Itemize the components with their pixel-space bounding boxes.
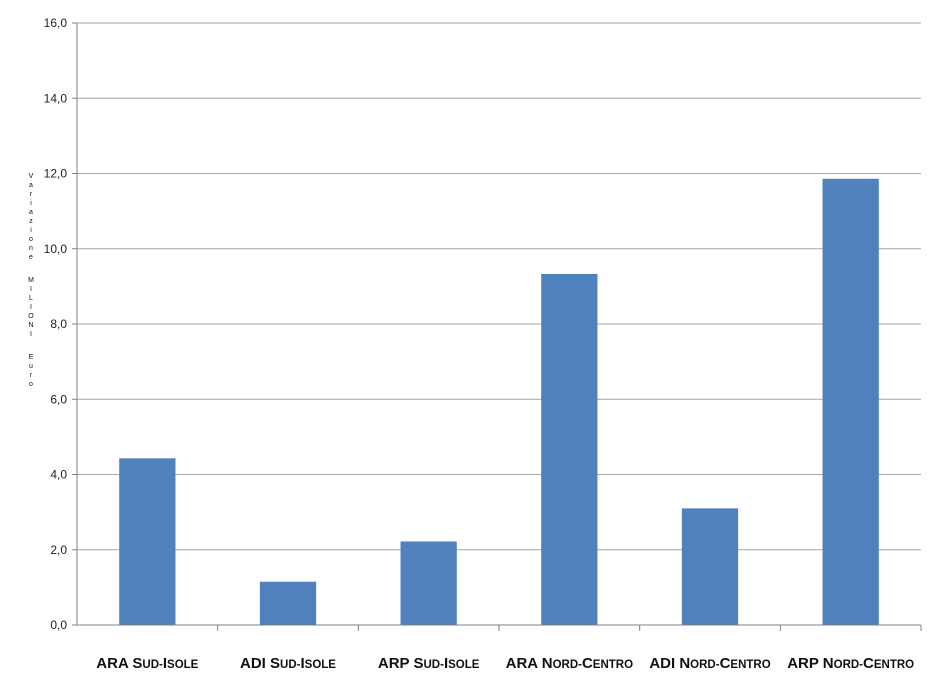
y-tick-labels: 0,0 2,0 4,0 6,0 8,0 10,0 12,0 14,0 16,0 (44, 16, 68, 632)
y-tick-label: 16,0 (44, 16, 68, 30)
bar (541, 273, 598, 625)
bar (400, 541, 457, 625)
y-tick-label: 14,0 (44, 91, 68, 105)
y-tick-label: 12,0 (44, 167, 68, 181)
y-axis-label-char: I (30, 331, 32, 338)
y-axis-label-char: r (30, 191, 33, 198)
bars (119, 178, 879, 625)
y-axis-label-char: i (30, 227, 32, 234)
y-tick-label: 4,0 (50, 468, 67, 482)
axes (72, 22, 922, 631)
x-category-label: ARA SUD-ISOLE (96, 655, 198, 672)
x-category-label: ADI NORD-CENTRO (649, 655, 770, 672)
y-axis-label-char: o (29, 236, 33, 243)
y-axis-label-char: V (29, 173, 34, 180)
y-axis-label-char: I (30, 304, 32, 311)
y-axis-label-char: a (29, 209, 33, 216)
y-axis-label-char: n (29, 245, 33, 252)
y-axis-label-char: M (28, 277, 34, 284)
x-category-label: ARA NORD-CENTRO (506, 655, 633, 672)
y-tick-label: 8,0 (50, 317, 67, 331)
y-axis-label-char: L (29, 295, 33, 302)
bar (822, 178, 879, 625)
x-category-label: ADI SUD-ISOLE (240, 655, 336, 672)
y-tick-label: 10,0 (44, 242, 68, 256)
y-axis-label-char: a (29, 182, 33, 189)
bar (681, 508, 739, 625)
y-axis-label-char: e (29, 254, 33, 261)
gridlines (77, 22, 921, 551)
x-category-label: ARP NORD-CENTRO (787, 655, 914, 672)
y-axis-label-char: z (29, 218, 33, 225)
y-axis-label-char: r (30, 372, 33, 379)
y-tick-label: 6,0 (50, 392, 67, 406)
y-axis-label-char: O (28, 313, 34, 320)
y-tick-label: 2,0 (50, 543, 67, 557)
bar (259, 581, 317, 625)
bar (119, 458, 176, 625)
y-axis-label-char: i (30, 200, 32, 207)
y-axis-label-char: I (30, 286, 32, 293)
y-tick-label: 0,0 (50, 618, 67, 632)
y-axis-label-char: E (29, 354, 34, 361)
y-axis-label-char: N (28, 322, 33, 329)
x-category-label: ARP SUD-ISOLE (378, 655, 480, 672)
x-category-labels: ARA SUD-ISOLE ADI SUD-ISOLE ARP SUD-ISOLE A… (96, 655, 914, 672)
y-axis-label-char: o (29, 381, 33, 388)
y-axis-label-char: u (29, 363, 33, 370)
